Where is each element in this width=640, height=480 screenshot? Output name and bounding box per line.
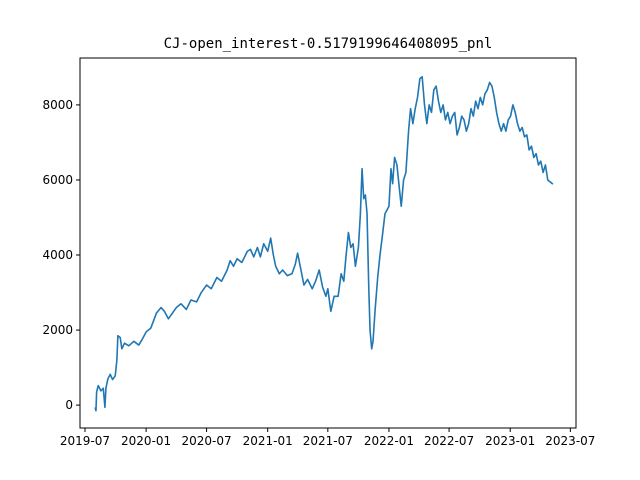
x-tick-label: 2023-01 bbox=[485, 434, 535, 448]
x-tick-label: 2021-01 bbox=[243, 434, 293, 448]
x-tick-label: 2021-07 bbox=[303, 434, 353, 448]
y-tick-label: 8000 bbox=[42, 98, 73, 112]
x-tick-label: 2020-01 bbox=[121, 434, 171, 448]
x-tick-label: 2019-07 bbox=[60, 434, 110, 448]
y-tick-label: 2000 bbox=[42, 323, 73, 337]
y-axis: 0 2000 4000 6000 8000 bbox=[42, 98, 80, 412]
plot-frame bbox=[79, 57, 577, 429]
x-tick-label: 2022-01 bbox=[364, 434, 414, 448]
series-layer bbox=[94, 75, 554, 412]
x-tick-label: 2023-07 bbox=[545, 434, 595, 448]
series-line bbox=[94, 75, 554, 412]
x-axis: 2019-07 2020-01 2020-07 2021-01 2021-07 2022-… bbox=[60, 428, 595, 448]
x-tick-label: 2022-07 bbox=[424, 434, 474, 448]
y-tick-label: 4000 bbox=[42, 248, 73, 262]
x-tick-label: 2020-07 bbox=[182, 434, 232, 448]
chart-title: CJ-open_interest-0.5179199646408095_pnl bbox=[164, 36, 493, 52]
y-tick-label: 6000 bbox=[42, 173, 73, 187]
y-tick-label: 0 bbox=[65, 398, 73, 412]
